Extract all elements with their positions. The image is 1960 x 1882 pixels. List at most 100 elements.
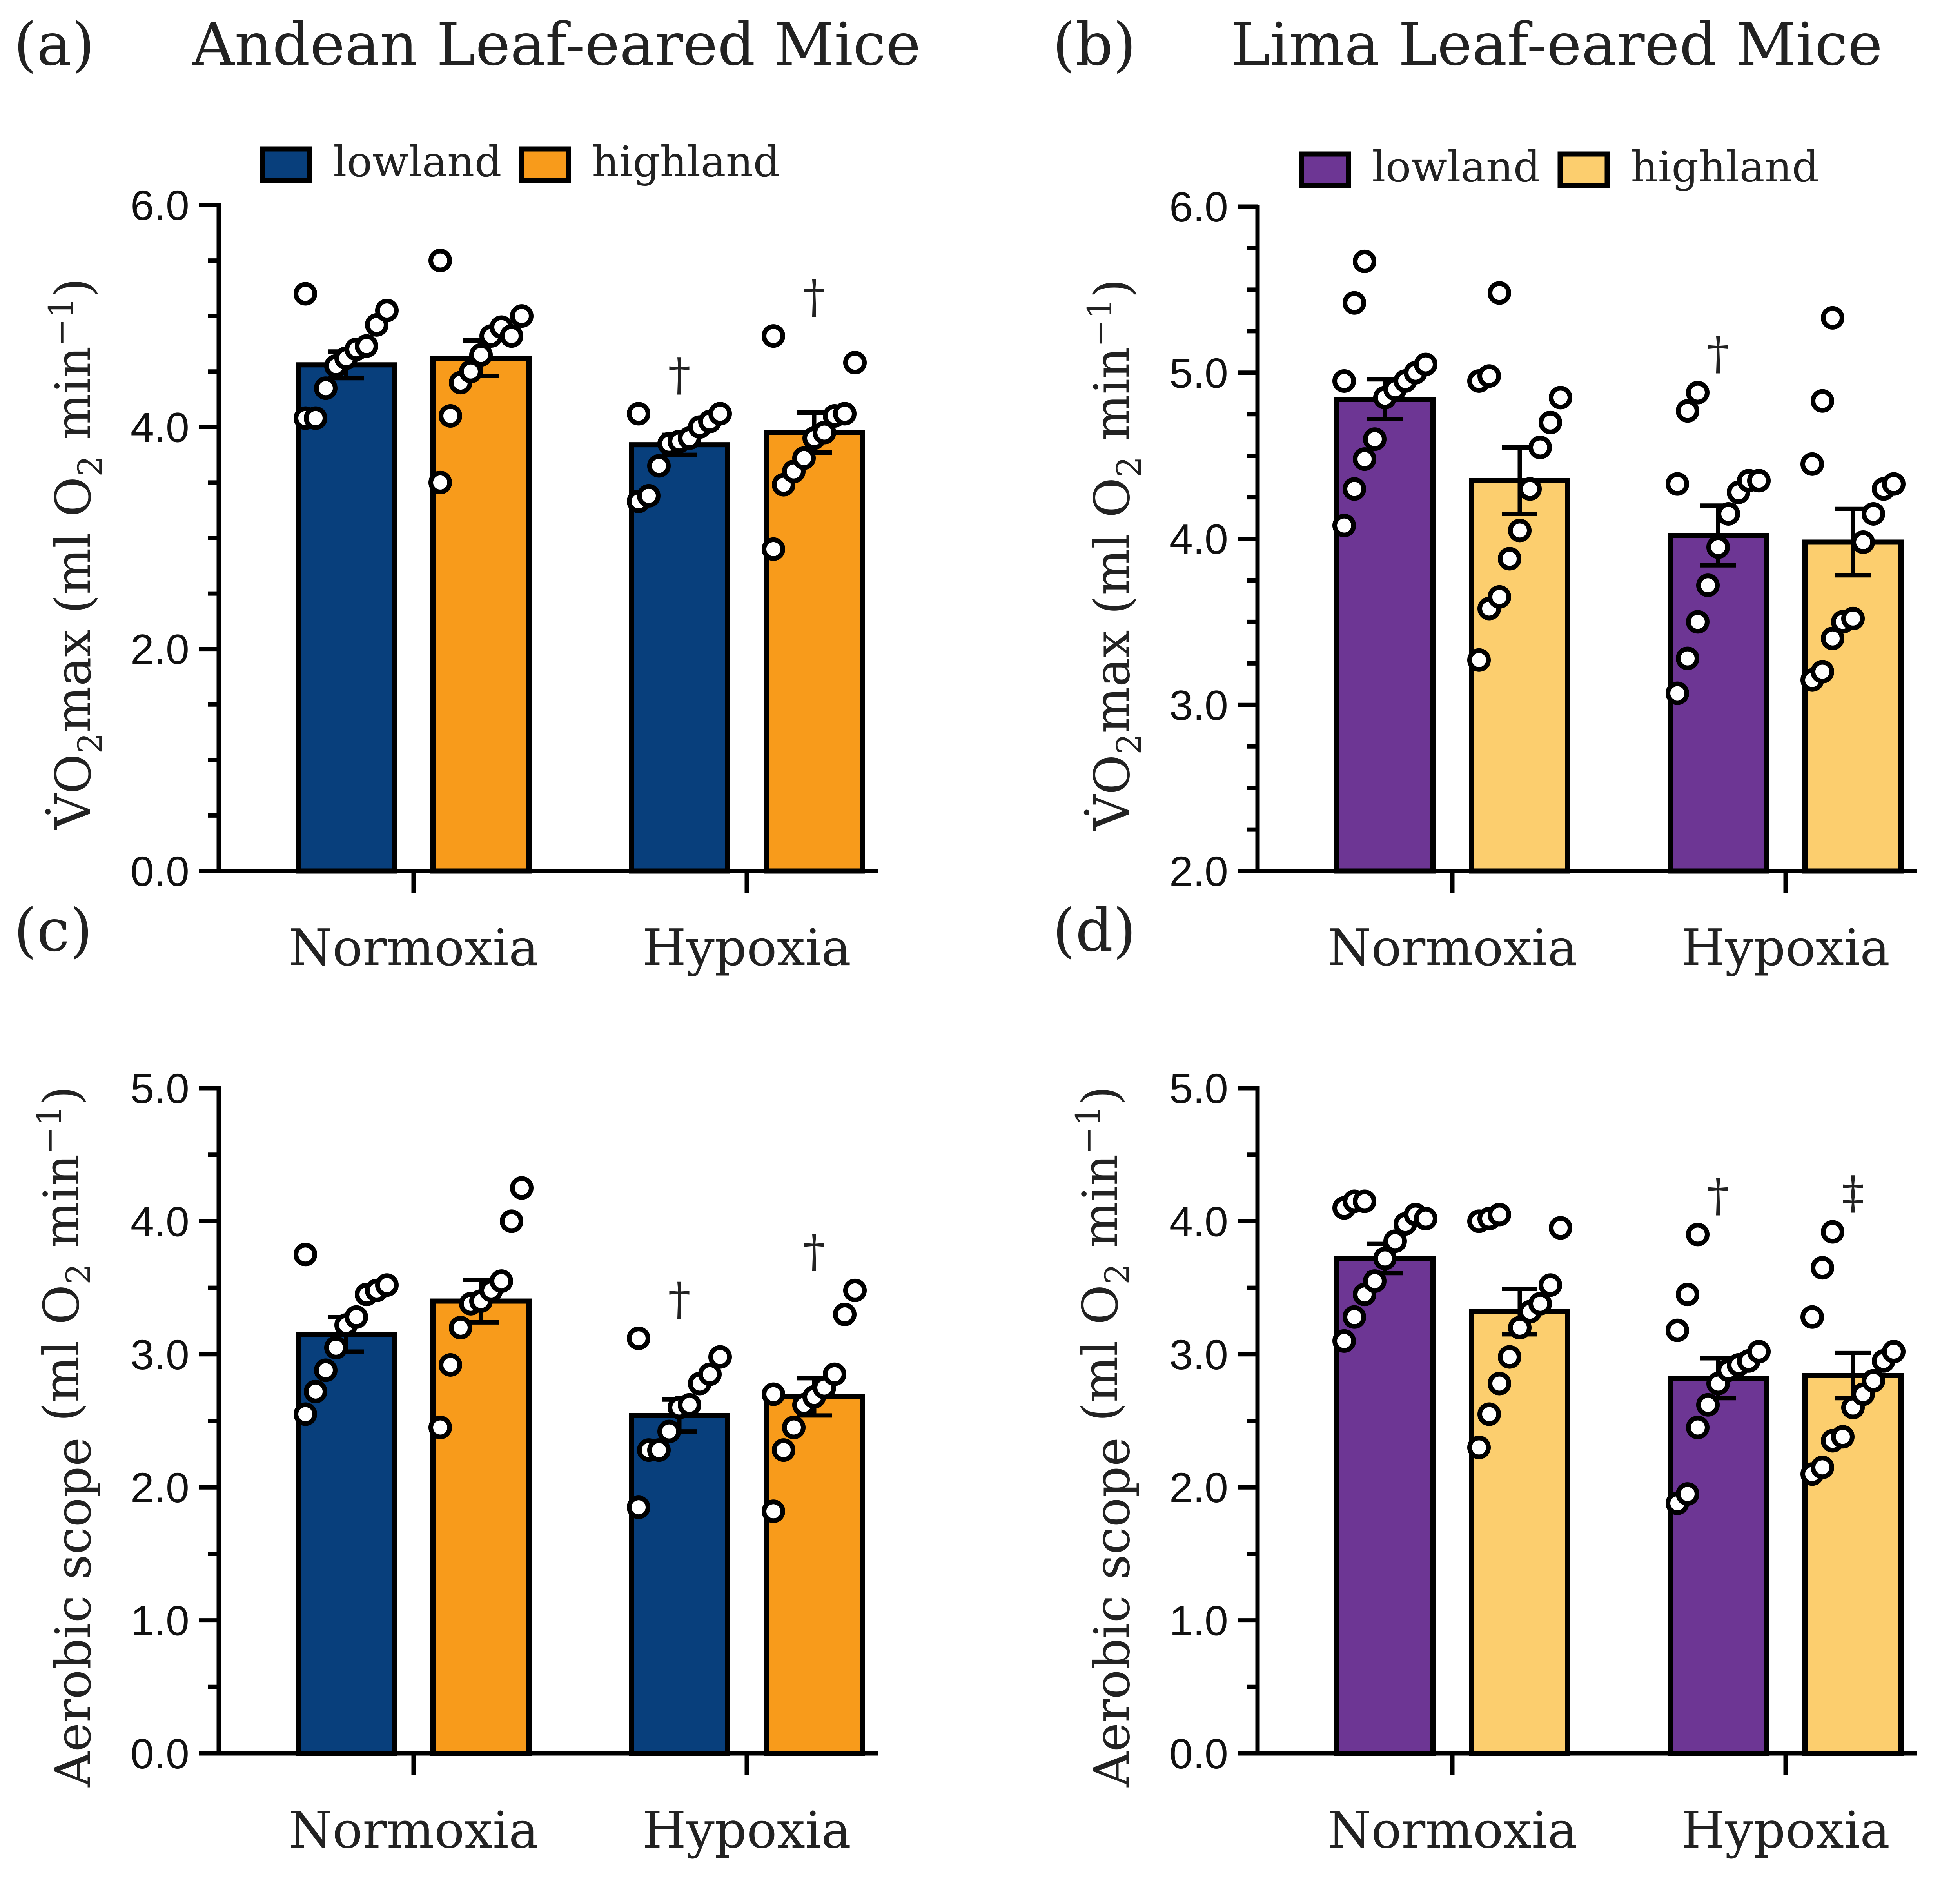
significance-marker: † — [1707, 1169, 1730, 1222]
y-axis-title-part: ) — [33, 1086, 90, 1105]
data-point — [843, 1278, 867, 1302]
data-point — [678, 1393, 701, 1417]
y-tick-label: 3.0 — [131, 1331, 189, 1378]
data-point — [708, 402, 732, 426]
data-point — [1332, 1329, 1356, 1353]
y-axis-title-part: −1 — [1081, 298, 1120, 347]
y-axis-title-part: (ml O — [33, 1285, 90, 1437]
data-point — [1549, 1216, 1572, 1240]
data-point — [1528, 1292, 1552, 1316]
y-axis-title-part: min — [45, 346, 102, 456]
data-point — [1488, 281, 1511, 305]
data-point — [782, 1416, 806, 1439]
legend-swatch-highland — [1557, 151, 1610, 188]
y-axis-title-part: ) — [45, 278, 102, 297]
data-point — [1821, 1220, 1844, 1244]
data-point — [345, 1305, 368, 1329]
y-axis-title-part: V̇O — [1083, 755, 1141, 831]
y-tick-label: 4.0 — [1169, 515, 1228, 563]
y-tick-label: 2.0 — [131, 1464, 189, 1511]
data-point — [375, 1273, 399, 1297]
data-point — [428, 470, 452, 494]
y-axis-title-part: min — [33, 1154, 90, 1263]
data-point — [294, 282, 317, 306]
y-tick-label: 3.0 — [1169, 681, 1228, 729]
significance-marker: † — [803, 1225, 826, 1278]
data-point — [500, 324, 523, 348]
data-point — [1373, 1247, 1397, 1270]
data-point — [1518, 477, 1542, 501]
y-axis-title-part: −1 — [1069, 1105, 1108, 1154]
y-axis-title-part: 2 — [71, 456, 110, 477]
data-point — [1549, 386, 1572, 410]
data-point — [1811, 389, 1834, 413]
data-point — [1811, 1256, 1834, 1280]
bar-lowland-hypoxia — [629, 1413, 730, 1756]
data-point — [762, 1499, 785, 1523]
bar-highland-normoxia — [1469, 478, 1570, 874]
chart-title: Lima Leaf-eared Mice — [1231, 11, 1882, 79]
data-point — [1882, 1340, 1906, 1364]
y-axis-title: Aerobic scope (ml O2 min−1) — [1069, 1086, 1141, 1788]
data-point — [1862, 1369, 1885, 1393]
data-point — [510, 304, 534, 328]
data-point — [1686, 1416, 1710, 1439]
y-axis-title-part: −1 — [30, 1105, 69, 1154]
data-point — [428, 249, 452, 272]
y-tick-label: 3.0 — [1169, 1331, 1228, 1378]
y-axis-title-part: 2 — [60, 1263, 98, 1285]
bar-lowland-hypoxia — [1668, 1376, 1769, 1756]
panel-d: (d) 0.0 1.0 2.0 3.0 4.0 5.0 Aerobic scope (ml O… — [1053, 897, 1917, 1860]
panel-b: (b) Lima Leaf-eared Mice lowland highland 2.… — [1053, 11, 1917, 977]
data-point — [657, 1419, 681, 1443]
data-point — [1686, 1223, 1710, 1247]
data-point — [1841, 606, 1865, 630]
data-point — [1332, 369, 1356, 393]
data-point — [1696, 1393, 1720, 1417]
data-point — [637, 484, 661, 508]
data-point — [647, 454, 671, 478]
y-tick-label: 2.0 — [131, 626, 189, 673]
bar-lowland-normoxia — [1334, 397, 1436, 874]
y-axis-title: V̇O2max (ml O2 min−1) — [42, 278, 110, 830]
panel-label: (b) — [1053, 11, 1136, 79]
panel-a: (a) Andean Leaf-eared Mice lowland highland… — [14, 11, 921, 977]
data-point — [1676, 1482, 1699, 1506]
y-tick-label: 4.0 — [131, 1198, 189, 1245]
data-point — [304, 1379, 327, 1403]
y-axis-title-part: ) — [1084, 279, 1141, 298]
data-point — [1831, 1425, 1855, 1449]
y-tick-label: 1.0 — [1169, 1597, 1228, 1644]
data-point — [1666, 472, 1689, 496]
y-axis-title: V̇O2max (ml O2 min−1) — [1081, 279, 1149, 831]
data-point — [1811, 660, 1834, 684]
data-point — [627, 1495, 650, 1519]
y-axis-title-part: Aerobic scope — [1084, 1437, 1141, 1787]
data-point — [1508, 519, 1532, 543]
data-point — [1851, 530, 1875, 554]
data-point — [772, 1438, 795, 1462]
y-tick-label: 0.0 — [131, 1730, 189, 1777]
data-point — [1862, 502, 1885, 526]
data-point — [439, 404, 462, 428]
y-tick-label: 0.0 — [131, 848, 189, 895]
data-point — [1467, 1436, 1491, 1459]
data-point — [1676, 1283, 1699, 1307]
data-point — [294, 1402, 317, 1426]
data-point — [792, 446, 816, 470]
data-point — [1343, 1305, 1366, 1329]
y-tick-label: 4.0 — [131, 403, 189, 451]
data-point — [1821, 626, 1844, 650]
data-point — [304, 406, 327, 430]
legend-label-lowland: lowland — [333, 138, 502, 187]
data-point — [1363, 427, 1387, 451]
y-tick-label: 2.0 — [1169, 1464, 1228, 1511]
x-category-label: Normoxia — [1327, 919, 1577, 977]
x-category-label: Normoxia — [1327, 1801, 1577, 1860]
data-point — [708, 1345, 732, 1369]
bar-lowland-hypoxia — [629, 442, 730, 874]
data-point — [355, 334, 378, 358]
data-point — [294, 1243, 317, 1267]
panel-label: (a) — [14, 11, 94, 79]
legend-swatch-lowland — [260, 146, 312, 183]
